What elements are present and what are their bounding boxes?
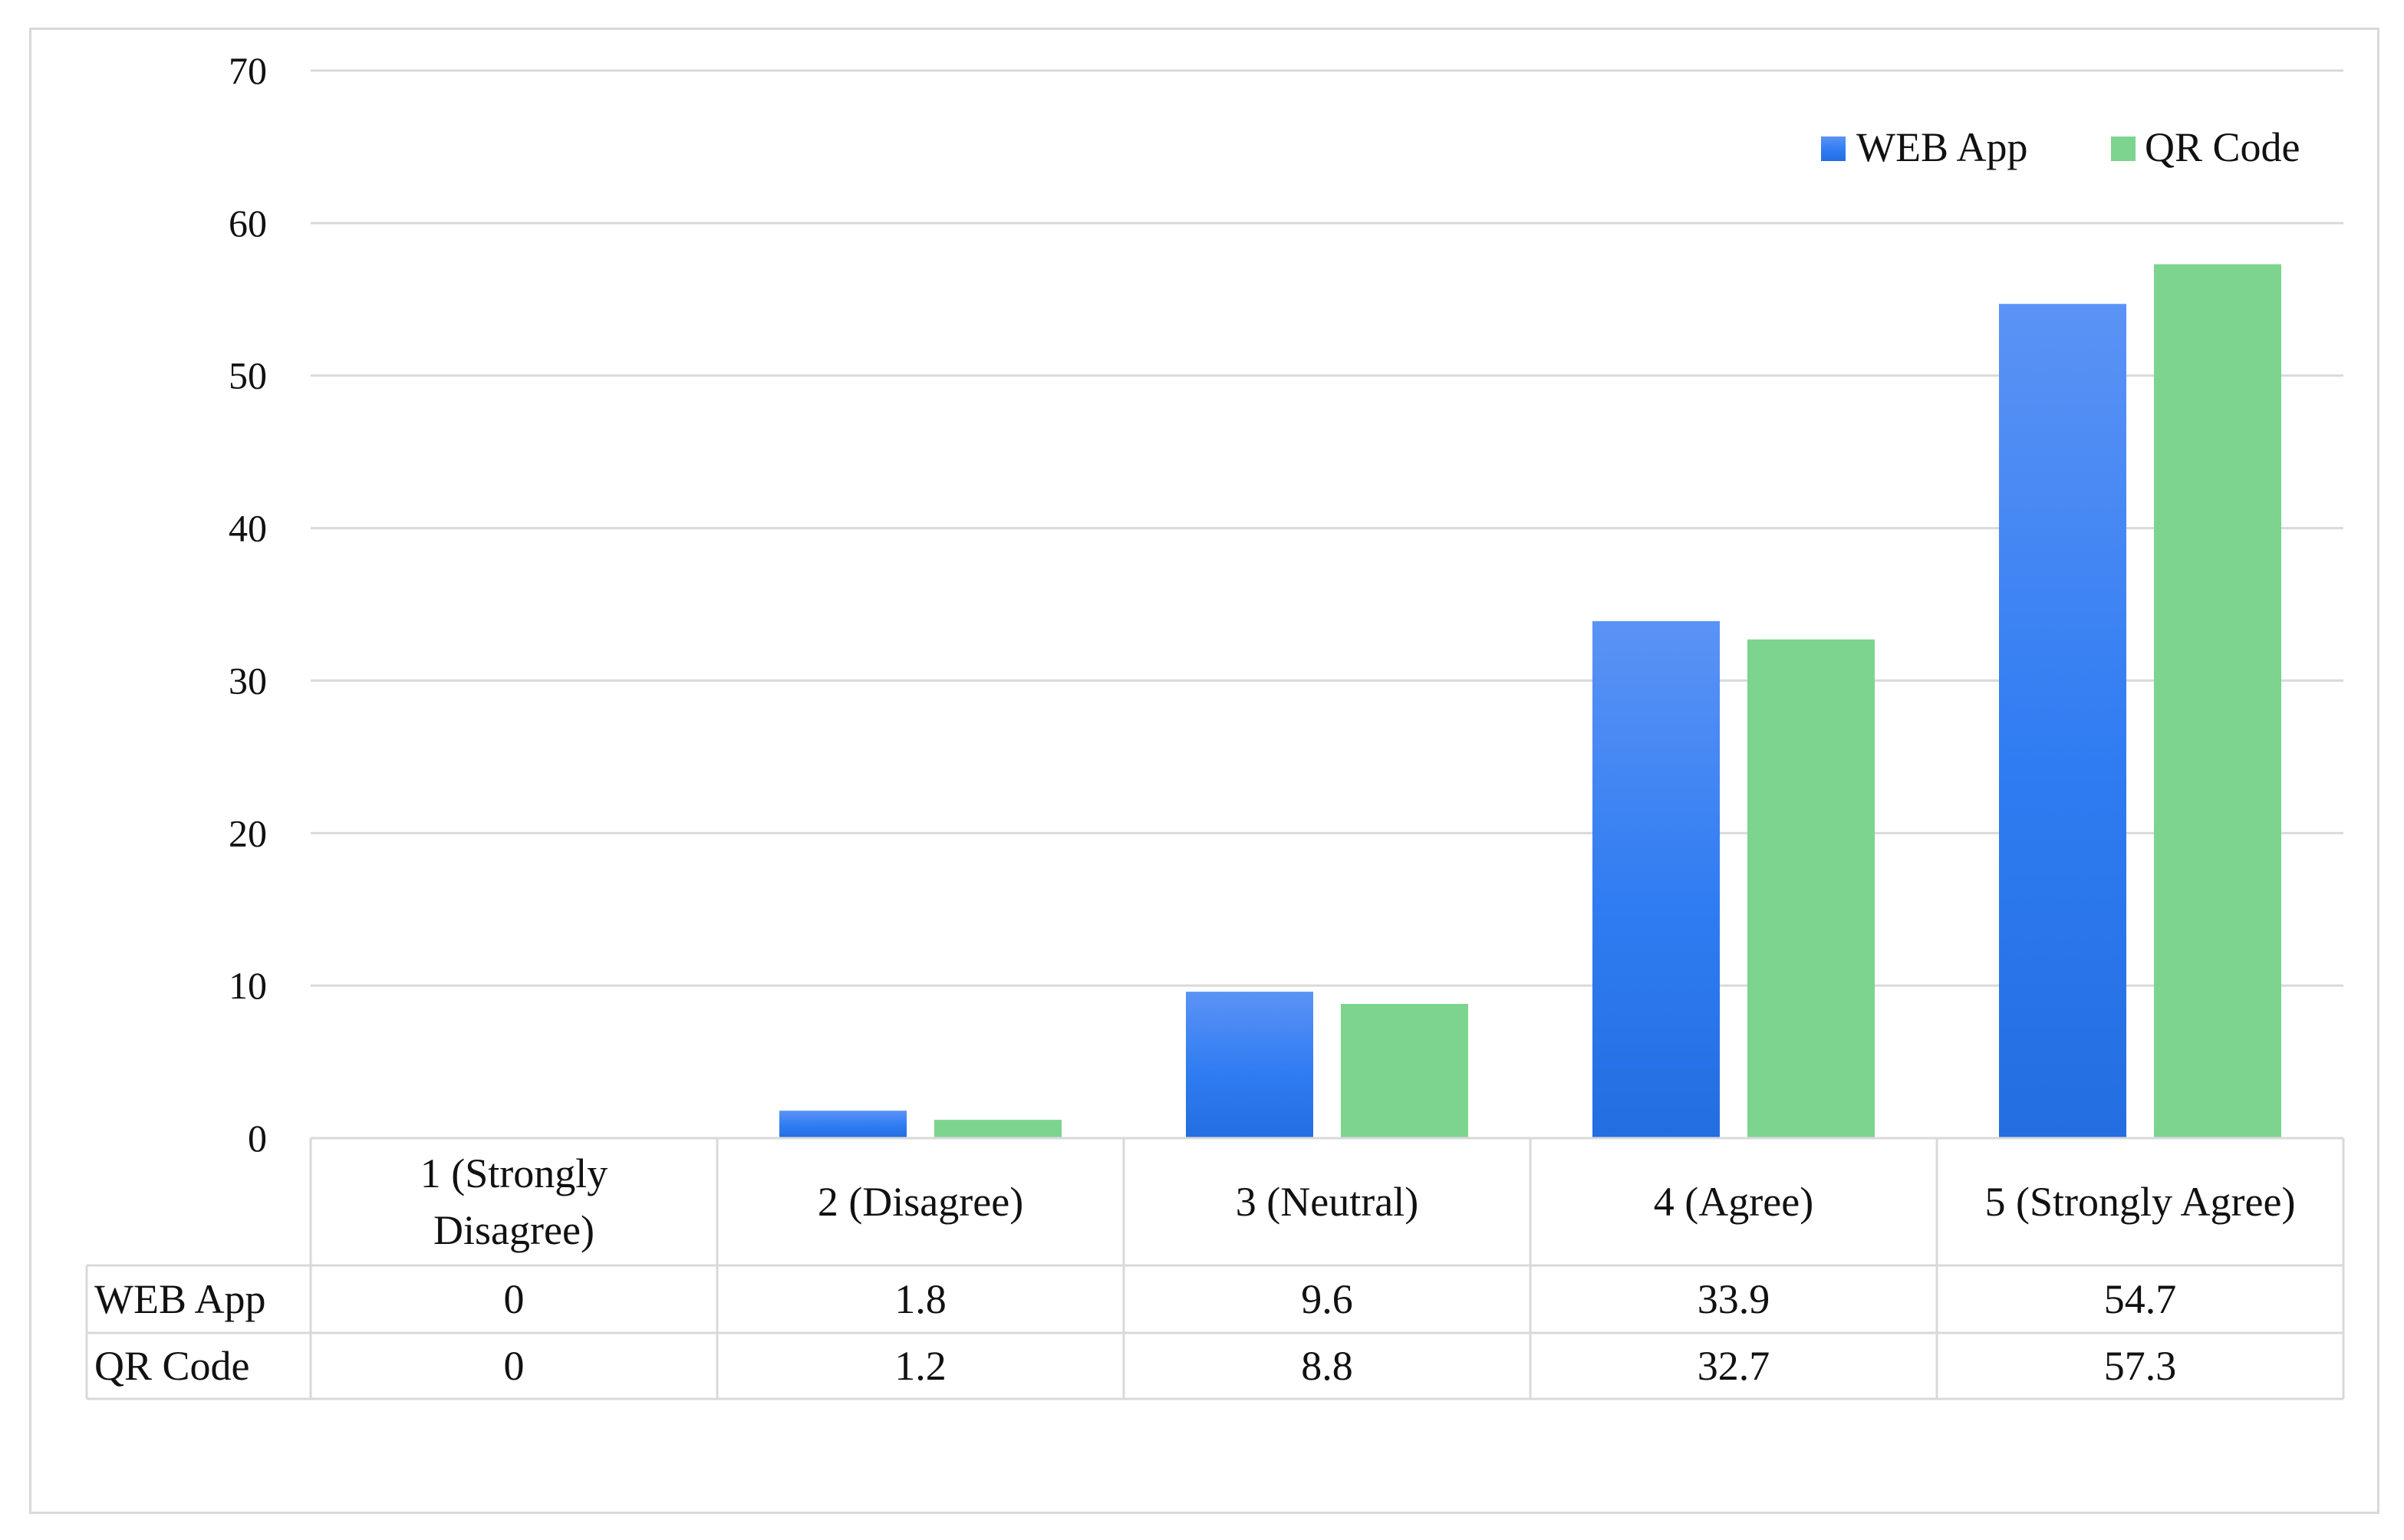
y-axis-ticks: 0 10 20 30 40 50 60 70 xyxy=(229,49,267,1160)
legend-swatch-web-app xyxy=(1821,137,1846,161)
table-row-label: QR Code xyxy=(94,1343,250,1389)
category-label: 2 (Disagree) xyxy=(818,1179,1023,1225)
table-value: 0 xyxy=(504,1343,525,1389)
table-value: 32.7 xyxy=(1698,1343,1770,1389)
table-value: 0 xyxy=(504,1276,525,1322)
bar-web-app xyxy=(1186,992,1313,1138)
table-value: 54.7 xyxy=(2104,1276,2177,1322)
category-label: 4 (Agree) xyxy=(1654,1179,1813,1225)
bar-qr-code xyxy=(934,1120,1062,1138)
table-row-label: WEB App xyxy=(94,1276,266,1322)
y-tick-label: 10 xyxy=(229,964,267,1007)
bars xyxy=(779,264,2281,1138)
table-value: 33.9 xyxy=(1698,1276,1770,1322)
table-value: 8.8 xyxy=(1301,1343,1353,1389)
category-label: 3 (Neutral) xyxy=(1236,1179,1418,1225)
legend: WEB App QR Code xyxy=(1821,124,2300,170)
y-tick-label: 70 xyxy=(229,49,267,92)
bar-qr-code xyxy=(2154,264,2281,1138)
category-label: Disagree) xyxy=(433,1207,594,1253)
bar-web-app xyxy=(1999,304,2126,1138)
legend-swatch-qr-code xyxy=(2111,137,2136,161)
bar-web-app xyxy=(1592,620,1720,1138)
category-label: 1 (Strongly xyxy=(420,1150,608,1196)
category-label: 5 (Strongly Agree) xyxy=(1985,1179,2296,1225)
bar-qr-code xyxy=(1747,639,1875,1138)
chart-frame xyxy=(29,28,2379,1514)
y-tick-label: 0 xyxy=(248,1117,267,1160)
bar-qr-code xyxy=(1341,1004,1468,1138)
legend-label-web-app: WEB App xyxy=(1856,124,2028,170)
data-table: 1 (Strongly Disagree) 2 (Disagree) 3 (Neutr… xyxy=(85,1137,2345,1400)
y-tick-label: 50 xyxy=(229,354,267,397)
bar-web-app xyxy=(779,1111,907,1138)
legend-label-qr-code: QR Code xyxy=(2145,124,2300,170)
y-tick-label: 60 xyxy=(229,202,267,245)
y-tick-label: 20 xyxy=(229,811,267,854)
table-value: 1.8 xyxy=(894,1276,947,1322)
table-value: 1.2 xyxy=(894,1343,947,1389)
table-value: 57.3 xyxy=(2104,1343,2177,1389)
y-tick-label: 40 xyxy=(229,507,267,550)
table-value: 9.6 xyxy=(1301,1276,1353,1322)
y-tick-label: 30 xyxy=(229,659,267,702)
